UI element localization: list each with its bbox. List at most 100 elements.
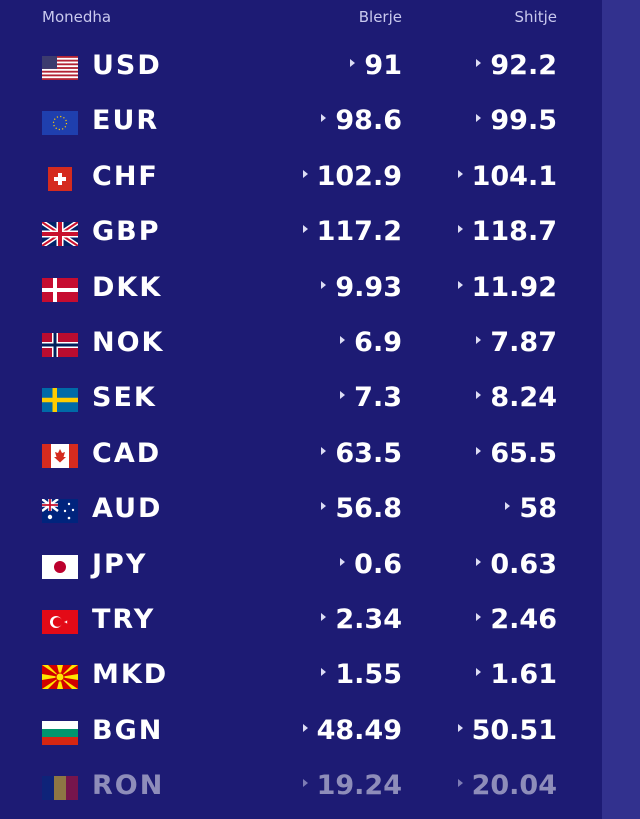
caret-right-icon bbox=[302, 169, 308, 178]
buy-rate: 56.8 bbox=[321, 493, 402, 524]
buy-rate: 102.9 bbox=[302, 161, 402, 192]
caret-right-icon bbox=[476, 391, 482, 400]
caret-right-icon bbox=[457, 169, 463, 178]
sell-rate: 8.24 bbox=[476, 382, 557, 413]
au-flag-icon bbox=[42, 499, 78, 524]
caret-right-icon bbox=[340, 335, 346, 344]
us-flag-icon bbox=[42, 56, 78, 80]
rate-row-chf: CHF 102.9 104.1 bbox=[0, 151, 602, 206]
sell-rate: 11.92 bbox=[457, 272, 557, 303]
currency-code: CAD bbox=[92, 437, 162, 469]
rate-row-try: TRY 2.34 2.46 bbox=[0, 594, 602, 649]
caret-right-icon bbox=[457, 280, 463, 289]
currency-code: JPY bbox=[92, 548, 148, 580]
caret-right-icon bbox=[321, 668, 327, 677]
sell-rate: 0.63 bbox=[476, 549, 557, 580]
currency-code: CHF bbox=[92, 160, 159, 192]
side-scroll-rail[interactable] bbox=[602, 0, 640, 819]
se-flag-icon bbox=[42, 388, 78, 413]
caret-right-icon bbox=[321, 612, 327, 621]
eu-flag-icon bbox=[42, 111, 78, 136]
currency-code: DKK bbox=[92, 271, 163, 303]
caret-right-icon bbox=[350, 59, 356, 67]
rate-row-cad: CAD 63.5 65.5 bbox=[0, 428, 602, 483]
sell-rate: 1.61 bbox=[476, 659, 557, 690]
sell-rate: 65.5 bbox=[476, 438, 557, 469]
caret-right-icon bbox=[457, 225, 463, 234]
currency-code: NOK bbox=[92, 326, 165, 358]
sell-rate: 118.7 bbox=[457, 216, 557, 247]
buy-rate: 6.9 bbox=[340, 327, 402, 358]
sell-rate: 20.04 bbox=[457, 770, 557, 801]
caret-right-icon bbox=[476, 335, 482, 344]
ro-flag-icon bbox=[42, 776, 78, 801]
sell-rate: 7.87 bbox=[476, 327, 557, 358]
sell-rate: 58 bbox=[505, 493, 557, 524]
exchange-rates-panel: Monedha Blerje Shitje USD 91 92.2 EUR 98… bbox=[0, 8, 602, 815]
currency-code: BGN bbox=[92, 714, 164, 746]
rate-row-eur: EUR 98.6 99.5 bbox=[0, 95, 602, 150]
caret-right-icon bbox=[476, 446, 482, 455]
sell-rate: 50.51 bbox=[457, 715, 557, 746]
currency-code: RON bbox=[92, 770, 165, 802]
caret-right-icon bbox=[302, 225, 308, 234]
rate-row-mkd: MKD 1.55 1.61 bbox=[0, 649, 602, 704]
currency-code: MKD bbox=[92, 659, 169, 691]
currency-code: TRY bbox=[92, 603, 156, 635]
rates-list: USD 91 92.2 EUR 98.6 99.5 CHF 102.9 104.… bbox=[0, 40, 602, 815]
rate-row-jpy: JPY 0.6 0.63 bbox=[0, 539, 602, 594]
caret-right-icon bbox=[340, 557, 346, 566]
buy-column-header: Blerje bbox=[358, 8, 402, 26]
caret-right-icon bbox=[302, 779, 308, 788]
rate-row-ron: RON 19.24 20.04 bbox=[0, 760, 602, 815]
sell-rate: 99.5 bbox=[476, 105, 557, 136]
buy-rate: 1.55 bbox=[321, 659, 402, 690]
caret-right-icon bbox=[476, 114, 482, 123]
caret-right-icon bbox=[476, 59, 482, 67]
rate-row-usd: USD 91 92.2 bbox=[0, 40, 602, 95]
rate-row-gbp: GBP 117.2 118.7 bbox=[0, 206, 602, 261]
bg-flag-icon bbox=[42, 720, 78, 745]
sell-column-header: Shitje bbox=[514, 8, 557, 26]
rate-row-dkk: DKK 9.93 11.92 bbox=[0, 262, 602, 317]
rate-row-aud: AUD 56.8 58 bbox=[0, 483, 602, 538]
buy-rate: 0.6 bbox=[340, 549, 402, 580]
buy-rate: 9.93 bbox=[321, 272, 402, 303]
table-header: Monedha Blerje Shitje bbox=[0, 8, 602, 30]
caret-right-icon bbox=[476, 668, 482, 677]
currency-code: SEK bbox=[92, 382, 157, 414]
currency-column-header: Monedha bbox=[42, 8, 112, 26]
no-flag-icon bbox=[42, 332, 78, 357]
sell-rate: 2.46 bbox=[476, 604, 557, 635]
currency-code: USD bbox=[92, 50, 162, 81]
buy-rate: 7.3 bbox=[340, 382, 402, 413]
rate-row-bgn: BGN 48.49 50.51 bbox=[0, 705, 602, 760]
caret-right-icon bbox=[457, 723, 463, 732]
buy-rate: 91 bbox=[350, 50, 402, 81]
gb-flag-icon bbox=[42, 222, 78, 247]
caret-right-icon bbox=[321, 114, 327, 123]
caret-right-icon bbox=[321, 280, 327, 289]
rate-row-sek: SEK 7.3 8.24 bbox=[0, 372, 602, 427]
caret-right-icon bbox=[476, 557, 482, 566]
buy-rate: 48.49 bbox=[302, 715, 402, 746]
rate-row-nok: NOK 6.9 7.87 bbox=[0, 317, 602, 372]
caret-right-icon bbox=[476, 612, 482, 621]
buy-rate: 63.5 bbox=[321, 438, 402, 469]
ch-flag-icon bbox=[48, 166, 72, 191]
sell-rate: 104.1 bbox=[457, 161, 557, 192]
mk-flag-icon bbox=[42, 665, 78, 690]
caret-right-icon bbox=[321, 502, 327, 511]
caret-right-icon bbox=[321, 446, 327, 455]
currency-code: AUD bbox=[92, 493, 163, 525]
dk-flag-icon bbox=[42, 277, 78, 302]
currency-code: GBP bbox=[92, 216, 161, 248]
currency-code: EUR bbox=[92, 105, 160, 137]
buy-rate: 98.6 bbox=[321, 105, 402, 136]
tr-flag-icon bbox=[42, 609, 78, 634]
jp-flag-icon bbox=[42, 554, 78, 579]
caret-right-icon bbox=[340, 391, 346, 400]
ca-flag-icon bbox=[42, 443, 78, 468]
buy-rate: 117.2 bbox=[302, 216, 402, 247]
caret-right-icon bbox=[505, 502, 511, 511]
